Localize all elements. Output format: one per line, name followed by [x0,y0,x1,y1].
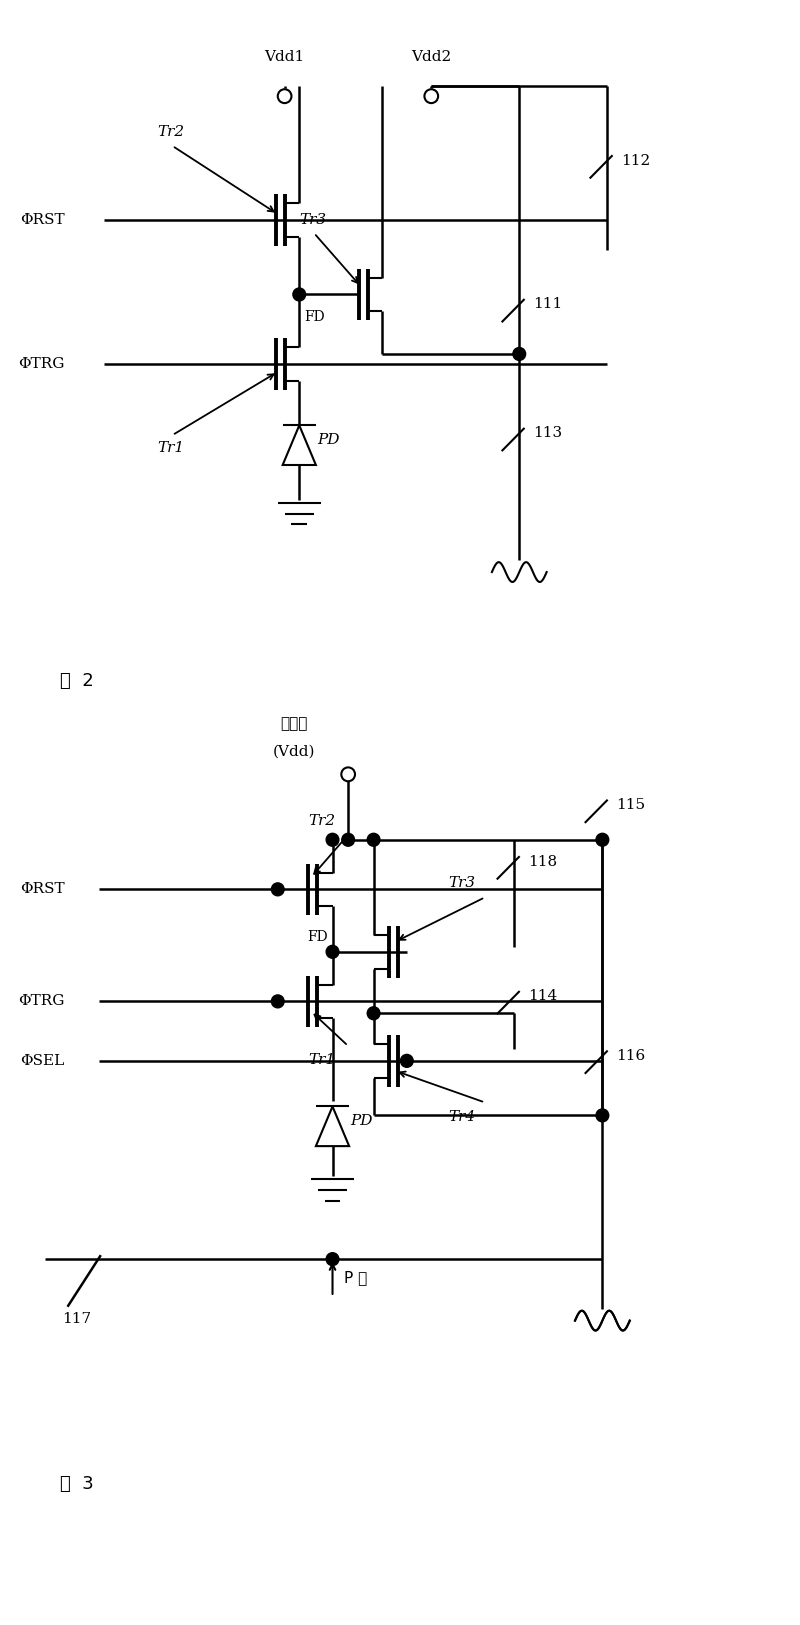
Text: ΦTRG: ΦTRG [18,994,65,1009]
Text: 113: 113 [533,426,562,440]
Circle shape [596,834,609,847]
Text: 电源线: 电源线 [281,715,308,731]
Text: Tr1: Tr1 [158,442,185,455]
Text: ΦRST: ΦRST [20,213,65,228]
Text: 111: 111 [533,297,562,312]
Text: Tr3: Tr3 [299,213,326,228]
Text: 118: 118 [528,855,557,869]
Circle shape [401,1055,413,1068]
Text: Tr4: Tr4 [448,1110,475,1124]
Text: PD: PD [350,1115,373,1128]
Text: 图  3: 图 3 [60,1476,94,1493]
Text: ΦTRG: ΦTRG [18,358,65,370]
Text: 115: 115 [616,798,645,812]
Text: (Vdd): (Vdd) [273,744,316,759]
Text: FD: FD [304,310,325,325]
Circle shape [513,348,526,361]
Circle shape [342,834,354,847]
Circle shape [326,946,339,959]
Circle shape [425,89,438,102]
Circle shape [326,1253,339,1266]
Text: P 阱: P 阱 [344,1271,367,1285]
Circle shape [278,89,291,102]
Circle shape [293,288,306,301]
Text: 117: 117 [62,1311,90,1326]
Text: ΦRST: ΦRST [20,882,65,897]
Text: 112: 112 [621,154,650,167]
Circle shape [271,994,284,1008]
Text: 114: 114 [528,990,558,1003]
Text: 116: 116 [616,1048,646,1063]
Text: 图  2: 图 2 [60,673,94,691]
Text: PD: PD [317,434,339,447]
Circle shape [326,834,339,847]
Text: ΦSEL: ΦSEL [20,1055,65,1068]
Circle shape [596,1108,609,1121]
Circle shape [367,1008,380,1020]
Text: Tr2: Tr2 [158,125,185,138]
Text: Vdd2: Vdd2 [411,50,451,65]
Text: Tr3: Tr3 [448,876,475,890]
Text: FD: FD [307,929,328,944]
Circle shape [342,767,355,782]
Text: Tr2: Tr2 [308,814,335,827]
Text: Vdd1: Vdd1 [265,50,305,65]
Circle shape [367,834,380,847]
Text: Tr1: Tr1 [308,1053,335,1068]
Circle shape [271,882,284,895]
